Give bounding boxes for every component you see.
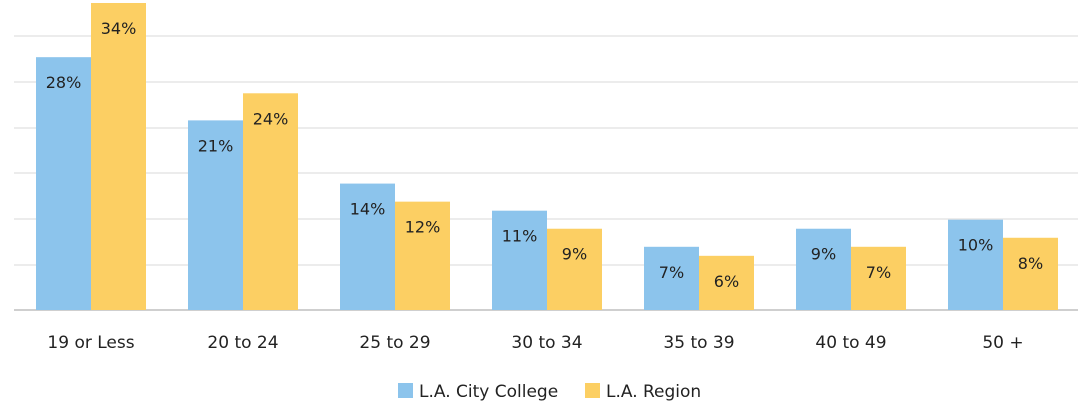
- bar-la-region-1: [243, 93, 298, 310]
- x-tick-label: 40 to 49: [815, 333, 886, 353]
- data-label: 12%: [405, 218, 441, 237]
- x-tick-label: 20 to 24: [207, 333, 278, 353]
- data-label: 24%: [253, 109, 289, 128]
- bar-la-region-3: [547, 228, 602, 310]
- data-label: 7%: [866, 263, 891, 282]
- data-labels: 28% 34% 21% 24% 14% 12% 11% 9% 7% 6% 9% 7% 10% 8%: [46, 19, 1043, 291]
- bar-la-region-0: [91, 3, 146, 310]
- bar-la-region-2: [395, 201, 450, 310]
- legend-swatch-la-city-college: [398, 383, 413, 398]
- legend-swatch-la-region: [585, 383, 600, 398]
- data-label: 21%: [198, 136, 234, 155]
- bar-la-city-college-4: [644, 246, 699, 310]
- data-label: 10%: [958, 236, 994, 255]
- x-tick-label: 50 +: [982, 333, 1023, 353]
- data-label: 8%: [1018, 254, 1043, 273]
- legend: L.A. City College L.A. Region: [398, 382, 701, 402]
- data-label: 28%: [46, 73, 82, 92]
- bar-la-region-5: [851, 246, 906, 310]
- bar-la-city-college-6: [948, 219, 1003, 310]
- bar-la-city-college-1: [188, 120, 243, 310]
- data-label: 34%: [101, 19, 137, 38]
- bar-la-city-college-0: [36, 57, 91, 311]
- data-label: 9%: [562, 245, 587, 264]
- x-axis-ticks: 19 or Less 20 to 24 25 to 29 30 to 34 35 to …: [47, 333, 1023, 353]
- bar-la-city-college-5: [796, 228, 851, 310]
- data-label: 6%: [714, 272, 739, 291]
- x-tick-label: 25 to 29: [359, 333, 430, 353]
- bar-la-region-4: [699, 255, 754, 310]
- bar-la-city-college-2: [340, 183, 395, 310]
- bar-la-region-6: [1003, 237, 1058, 310]
- bars: [36, 3, 1058, 311]
- legend-label-la-city-college: L.A. City College: [419, 382, 558, 402]
- x-tick-label: 35 to 39: [663, 333, 734, 353]
- data-label: 9%: [811, 245, 836, 264]
- data-label: 14%: [350, 200, 386, 219]
- bar-la-city-college-3: [492, 210, 547, 310]
- x-tick-label: 30 to 34: [511, 333, 582, 353]
- legend-label-la-region: L.A. Region: [606, 382, 701, 402]
- data-label: 11%: [502, 227, 538, 246]
- x-tick-label: 19 or Less: [47, 333, 134, 353]
- data-label: 7%: [659, 263, 684, 282]
